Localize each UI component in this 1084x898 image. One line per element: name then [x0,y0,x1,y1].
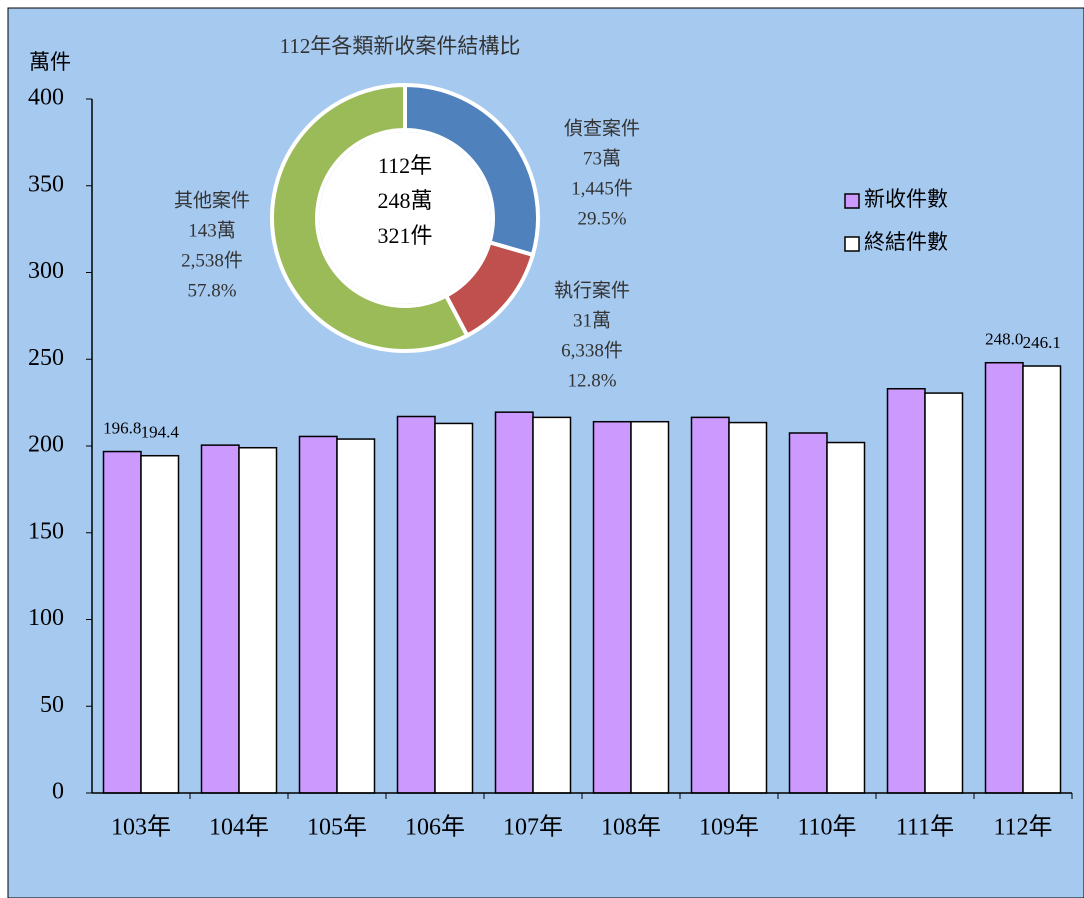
x-tick-label: 108年 [601,814,661,841]
legend-swatch [844,236,860,252]
slice-name: 其他案件 [174,189,250,211]
x-tick-label: 109年 [699,814,759,841]
y-tick-label: 0 [52,779,64,805]
x-tick-label: 105年 [307,814,367,841]
bar [102,450,142,794]
bar [924,392,964,794]
x-tick-label: 111年 [896,814,954,841]
value-label: 194.4 [141,423,180,442]
center-label: 112年 [378,153,432,178]
bar [336,438,376,794]
legend-label: 終結件數 [864,230,948,254]
legend-label: 新收件數 [864,187,948,211]
slice-amount: 1,445件 [571,177,633,199]
x-tick-label: 110年 [797,814,856,841]
y-tick-label: 100 [28,605,64,631]
slice-percent: 29.5% [577,208,626,229]
bar [690,416,730,794]
y-tick-label: 400 [28,85,64,111]
y-tick-label: 350 [28,171,64,197]
y-axis-label: 萬件 [29,50,71,74]
slice-amount: 143萬 [188,219,236,241]
slice-percent: 12.8% [567,370,616,391]
bar [826,441,866,794]
donut-hole [319,132,491,304]
value-label: 196.8 [103,418,141,437]
slice-amount: 73萬 [583,147,621,169]
bar [494,411,534,794]
y-tick-label: 200 [28,432,64,458]
slice-amount: 6,338件 [561,339,623,361]
bar [984,361,1024,794]
x-tick-label: 112年 [993,814,1052,841]
center-label: 321件 [377,223,432,248]
bar [532,416,572,794]
bar [396,415,436,794]
y-tick-label: 50 [40,692,64,718]
bar [630,420,670,794]
slice-amount: 2,538件 [181,249,243,271]
bar [298,435,338,794]
bar [238,446,278,794]
donut-slice [270,82,470,353]
bar [788,432,828,794]
x-tick-label: 103年 [111,814,171,841]
slice-name: 偵查案件 [564,117,640,139]
bar [886,387,926,794]
x-tick-label: 107年 [503,814,563,841]
slice-percent: 57.8% [187,280,236,301]
donut-slice [403,82,541,258]
bar [200,444,240,794]
slice-name: 執行案件 [554,279,630,301]
bar [1022,365,1062,794]
y-tick-label: 150 [28,518,64,544]
bar [592,420,632,794]
legend-swatch [844,193,860,209]
bar [434,422,474,794]
value-label: 248.0 [985,330,1023,349]
center-label: 248萬 [377,188,432,213]
value-label: 246.1 [1023,333,1061,352]
pie-title: 112年各類新收案件結構比 [280,34,521,58]
y-tick-label: 300 [28,258,64,284]
y-tick-label: 250 [28,345,64,371]
bar [728,421,768,794]
x-tick-label: 104年 [209,814,269,841]
slice-amount: 31萬 [573,309,611,331]
bar [140,454,180,794]
x-tick-label: 106年 [405,814,465,841]
